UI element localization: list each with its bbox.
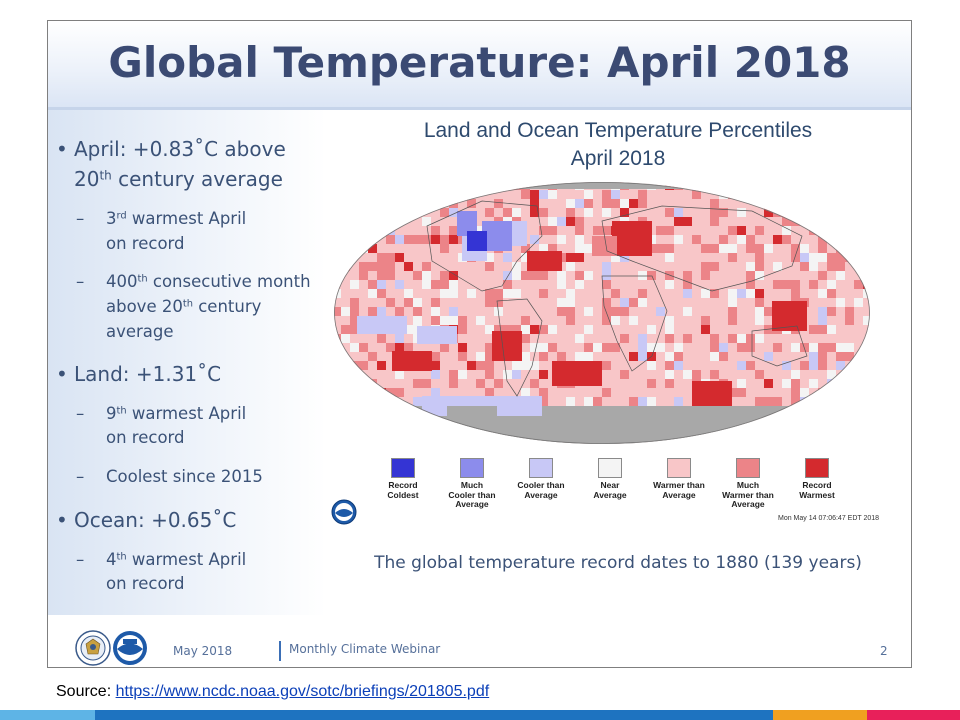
bullet-text: Coolest since 2015: [106, 467, 263, 486]
source-label: Source:: [56, 683, 116, 700]
legend-swatch: [736, 458, 760, 478]
source-link[interactable]: https://www.ncdc.noaa.gov/sotc/briefings…: [115, 683, 490, 700]
bottom-bar-segment: [773, 710, 867, 720]
bottom-bar-segment: [95, 710, 773, 720]
legend-label: Warmer than Average: [653, 480, 705, 500]
bullet-text: average: [106, 322, 174, 341]
legend-label: Near Average: [593, 480, 627, 500]
bullet-text: Land: +1.31˚C: [74, 362, 222, 386]
bullet-text: April: +0.83˚C above: [74, 137, 286, 161]
bullet-dash: –: [76, 404, 85, 423]
noaa-footer-icon: [113, 631, 147, 665]
legend-swatch: [805, 458, 829, 478]
noaa-logo: [331, 499, 357, 529]
bullet-text: 400th consecutive month: [106, 272, 311, 291]
map-title: Land and Ocean Temperature Percentiles: [423, 119, 813, 142]
legend-swatch: [667, 458, 691, 478]
page-number: 2: [880, 644, 888, 658]
legend-label: Record Warmest: [799, 480, 835, 500]
map-subtitle: April 2018: [570, 147, 666, 170]
legend-label: Much Cooler than Average: [448, 480, 496, 509]
footer-logos: [75, 630, 155, 667]
legend-swatch: [460, 458, 484, 478]
bullet-dash: –: [76, 209, 85, 228]
bullet-text: Ocean: +0.65˚C: [74, 508, 237, 532]
slide-header: [48, 21, 911, 107]
map-timestamp: Mon May 14 07:06:47 EDT 2018: [778, 515, 880, 522]
bullet-text: 3rd warmest April: [106, 209, 247, 228]
bullet-text: 20th century average: [74, 167, 283, 191]
bullet-dash: –: [76, 467, 85, 486]
bullet-dash: –: [76, 272, 85, 291]
bullet-dot: •: [56, 362, 68, 386]
bullet-text: on record: [106, 428, 185, 447]
bullet-text: on record: [106, 574, 185, 593]
bullet-text: on record: [106, 234, 185, 253]
bottom-bar-segment: [0, 710, 95, 720]
footer-separator: [279, 641, 281, 661]
bullet-text: 4th warmest April: [106, 550, 247, 569]
footer-date: May 2018: [173, 644, 233, 658]
bottom-color-bar: [0, 710, 960, 720]
bottom-bar-segment: [867, 710, 960, 720]
footer-webinar: Monthly Climate Webinar: [289, 642, 441, 656]
bullet-panel: [48, 110, 326, 615]
bullet-dot: •: [56, 508, 68, 532]
slide: Global Temperature: April 2018 • April: +…: [47, 20, 912, 668]
percentile-map: [332, 181, 872, 450]
record-note: The global temperature record dates to 1…: [374, 553, 862, 573]
bullet-dot: •: [56, 137, 68, 161]
legend-swatch: [391, 458, 415, 478]
legend-swatch: [529, 458, 553, 478]
commerce-seal-icon: [75, 630, 111, 666]
legend-label: Much Warmer than Average: [722, 480, 774, 509]
bullet-text: above 20th century: [106, 297, 262, 316]
bullet-text: 9th warmest April: [106, 404, 247, 423]
header-divider: [48, 107, 911, 110]
legend-label: Cooler than Average: [517, 480, 565, 500]
legend-label: Record Coldest: [387, 480, 419, 500]
slide-title: Global Temperature: April 2018: [108, 38, 851, 87]
map-legend: Record Coldest Much Cooler than Average Coole…: [378, 458, 848, 518]
world-map-svg: [334, 182, 870, 444]
bullet-dash: –: [76, 550, 85, 569]
legend-swatch: [598, 458, 622, 478]
source-line: Source: https://www.ncdc.noaa.gov/sotc/b…: [56, 683, 489, 701]
